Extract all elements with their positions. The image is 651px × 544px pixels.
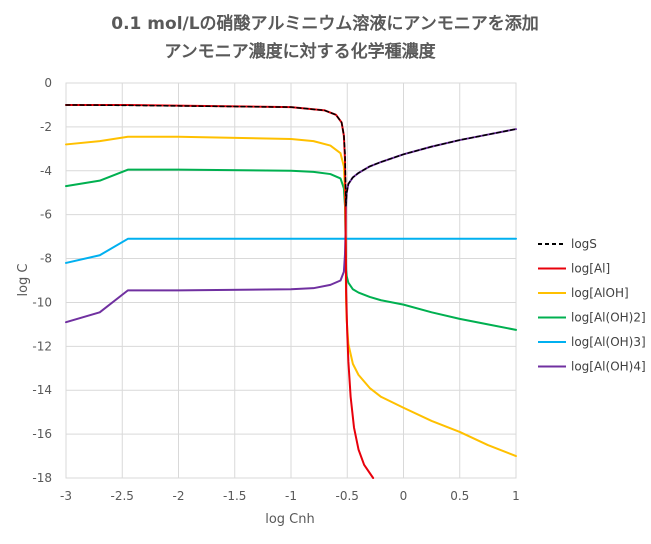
- x-tick-label: -2: [173, 489, 185, 503]
- x-tick-label: 0: [400, 489, 408, 503]
- series-layer: [65, 103, 517, 479]
- y-tick-label: -10: [32, 295, 52, 309]
- legend-label: log[Al(OH)2]: [571, 311, 646, 325]
- series-line-log-al: [65, 103, 375, 479]
- legend-label: logS: [571, 237, 597, 251]
- x-axis-title: log Cnh: [265, 512, 315, 527]
- y-tick-label: -18: [32, 471, 52, 485]
- y-tick-label: -2: [40, 120, 52, 134]
- x-tick-label: -1.5: [223, 489, 246, 503]
- legend: logS log[Al] log[AlOH] log[Al(OH)2] log[Al(O…: [538, 237, 646, 374]
- y-tick-label: -14: [32, 383, 52, 397]
- x-tick-label: 1: [512, 489, 520, 503]
- chart-title-line-1: 0.1 mol/Lの硝酸アルミニウム溶液にアンモニアを添加: [111, 13, 538, 34]
- series-line-log-al-oh-3: [65, 237, 517, 264]
- x-tick-label: -3: [60, 489, 72, 503]
- x-tick-label: -0.5: [336, 489, 359, 503]
- legend-label: log[Al(OH)3]: [571, 335, 646, 349]
- plot-border: [65, 82, 517, 479]
- y-tick-label: -4: [40, 164, 52, 178]
- x-tick-label: 0.5: [450, 489, 469, 503]
- chart-title-line-2: アンモニア濃度に対する化学種濃度: [164, 41, 436, 62]
- y-tick-label: 0: [44, 76, 52, 90]
- legend-label: log[Al(OH)4]: [571, 360, 646, 374]
- x-axis: -3 -2.5 -2 -1.5 -1 -0.5 0 0.5 1: [60, 489, 520, 503]
- y-tick-label: -12: [32, 339, 52, 353]
- x-tick-label: -2.5: [111, 489, 134, 503]
- y-axis: 0 -2 -4 -6 -8 -10 -12 -14 -16 -18: [32, 76, 52, 485]
- y-tick-label: -8: [40, 252, 52, 266]
- grid: [65, 82, 517, 479]
- legend-label: log[AlOH]: [571, 286, 629, 300]
- series-line-logs: [65, 104, 517, 207]
- y-tick-label: -6: [40, 208, 52, 222]
- y-tick-label: -16: [32, 427, 52, 441]
- y-axis-title: log C: [16, 263, 31, 296]
- x-tick-label: -1: [285, 489, 297, 503]
- legend-label: log[Al]: [571, 262, 610, 276]
